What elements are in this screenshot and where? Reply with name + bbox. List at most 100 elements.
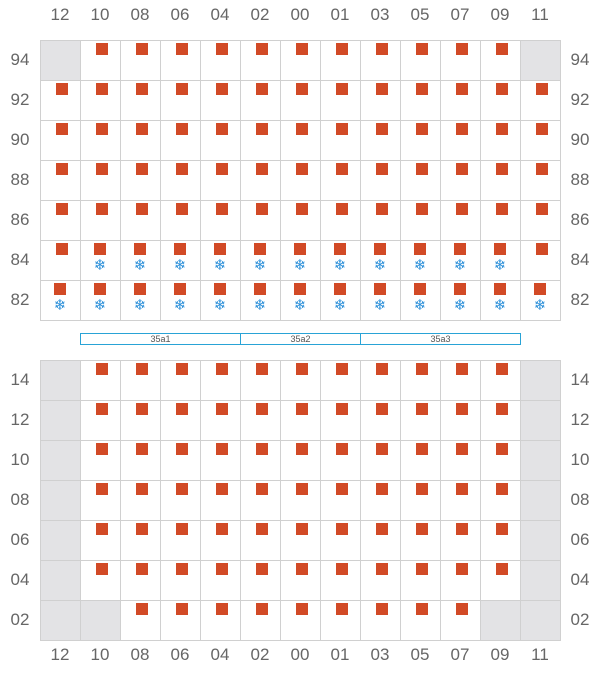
slot-cell[interactable] — [521, 81, 560, 120]
slot-cell[interactable] — [481, 401, 520, 440]
slot-cell[interactable] — [121, 361, 160, 400]
slot-cell[interactable] — [361, 561, 400, 600]
slot-cell[interactable]: ❄ — [81, 241, 120, 280]
slot-cell[interactable]: ❄ — [521, 281, 560, 320]
slot-cell[interactable] — [401, 121, 440, 160]
slot-cell[interactable] — [201, 41, 240, 80]
slot-cell[interactable]: ❄ — [361, 281, 400, 320]
slot-cell[interactable] — [321, 161, 360, 200]
slot-cell[interactable] — [401, 161, 440, 200]
slot-cell[interactable] — [321, 121, 360, 160]
slot-cell[interactable] — [241, 401, 280, 440]
slot-cell[interactable] — [441, 441, 480, 480]
slot-cell[interactable] — [121, 481, 160, 520]
slot-cell[interactable] — [121, 401, 160, 440]
slot-cell[interactable]: ❄ — [281, 241, 320, 280]
slot-cell[interactable]: ❄ — [481, 281, 520, 320]
slot-cell[interactable]: ❄ — [81, 281, 120, 320]
slot-cell[interactable] — [241, 121, 280, 160]
slot-cell[interactable] — [281, 161, 320, 200]
slot-cell[interactable] — [81, 121, 120, 160]
slot-cell[interactable] — [481, 41, 520, 80]
slot-cell[interactable] — [81, 201, 120, 240]
slot-cell[interactable] — [321, 481, 360, 520]
slot-cell[interactable] — [161, 561, 200, 600]
slot-cell[interactable] — [441, 521, 480, 560]
slot-cell[interactable] — [121, 441, 160, 480]
slot-cell[interactable] — [121, 161, 160, 200]
slot-cell[interactable] — [481, 561, 520, 600]
slot-cell[interactable] — [201, 121, 240, 160]
slot-cell[interactable] — [481, 441, 520, 480]
slot-cell[interactable] — [161, 121, 200, 160]
slot-cell[interactable] — [201, 401, 240, 440]
slot-cell[interactable]: ❄ — [161, 241, 200, 280]
slot-cell[interactable] — [201, 561, 240, 600]
slot-cell[interactable] — [441, 41, 480, 80]
slot-cell[interactable]: ❄ — [121, 281, 160, 320]
slot-cell[interactable] — [121, 601, 160, 640]
slot-cell[interactable] — [361, 601, 400, 640]
slot-cell[interactable] — [321, 201, 360, 240]
slot-cell[interactable] — [121, 41, 160, 80]
slot-cell[interactable]: ❄ — [481, 241, 520, 280]
slot-cell[interactable] — [481, 201, 520, 240]
slot-cell[interactable] — [281, 401, 320, 440]
slot-cell[interactable] — [201, 481, 240, 520]
slot-cell[interactable] — [401, 401, 440, 440]
slot-cell[interactable] — [81, 161, 120, 200]
slot-cell[interactable]: ❄ — [401, 241, 440, 280]
slot-cell[interactable] — [161, 521, 200, 560]
slot-cell[interactable] — [321, 561, 360, 600]
segment-bar[interactable]: 35a3 — [360, 333, 521, 345]
slot-cell[interactable]: ❄ — [201, 241, 240, 280]
slot-cell[interactable] — [121, 81, 160, 120]
slot-cell[interactable] — [241, 81, 280, 120]
slot-cell[interactable] — [161, 81, 200, 120]
slot-cell[interactable] — [441, 601, 480, 640]
slot-cell[interactable] — [321, 521, 360, 560]
slot-cell[interactable] — [161, 361, 200, 400]
slot-cell[interactable] — [361, 201, 400, 240]
slot-cell[interactable] — [241, 41, 280, 80]
slot-cell[interactable] — [201, 441, 240, 480]
slot-cell[interactable] — [321, 441, 360, 480]
slot-cell[interactable] — [521, 161, 560, 200]
slot-cell[interactable] — [201, 201, 240, 240]
slot-cell[interactable]: ❄ — [321, 281, 360, 320]
slot-cell[interactable] — [481, 121, 520, 160]
slot-cell[interactable] — [361, 361, 400, 400]
slot-cell[interactable] — [401, 441, 440, 480]
slot-cell[interactable] — [281, 561, 320, 600]
slot-cell[interactable] — [321, 81, 360, 120]
slot-cell[interactable] — [241, 201, 280, 240]
slot-cell[interactable] — [321, 361, 360, 400]
slot-cell[interactable] — [81, 401, 120, 440]
slot-cell[interactable] — [441, 361, 480, 400]
slot-cell[interactable] — [81, 41, 120, 80]
slot-cell[interactable] — [281, 81, 320, 120]
slot-cell[interactable] — [401, 521, 440, 560]
slot-cell[interactable] — [241, 161, 280, 200]
slot-cell[interactable] — [201, 361, 240, 400]
slot-cell[interactable] — [121, 521, 160, 560]
slot-cell[interactable] — [201, 521, 240, 560]
slot-cell[interactable] — [321, 601, 360, 640]
slot-cell[interactable] — [161, 401, 200, 440]
slot-cell[interactable] — [481, 481, 520, 520]
slot-cell[interactable]: ❄ — [241, 281, 280, 320]
slot-cell[interactable] — [161, 481, 200, 520]
slot-cell[interactable] — [81, 561, 120, 600]
slot-cell[interactable] — [321, 401, 360, 440]
slot-cell[interactable] — [361, 481, 400, 520]
slot-cell[interactable]: ❄ — [161, 281, 200, 320]
slot-cell[interactable] — [241, 481, 280, 520]
slot-cell[interactable]: ❄ — [361, 241, 400, 280]
slot-cell[interactable] — [281, 361, 320, 400]
slot-cell[interactable] — [41, 201, 80, 240]
slot-cell[interactable] — [41, 121, 80, 160]
slot-cell[interactable] — [281, 521, 320, 560]
slot-cell[interactable] — [361, 441, 400, 480]
slot-cell[interactable] — [401, 361, 440, 400]
slot-cell[interactable] — [481, 81, 520, 120]
